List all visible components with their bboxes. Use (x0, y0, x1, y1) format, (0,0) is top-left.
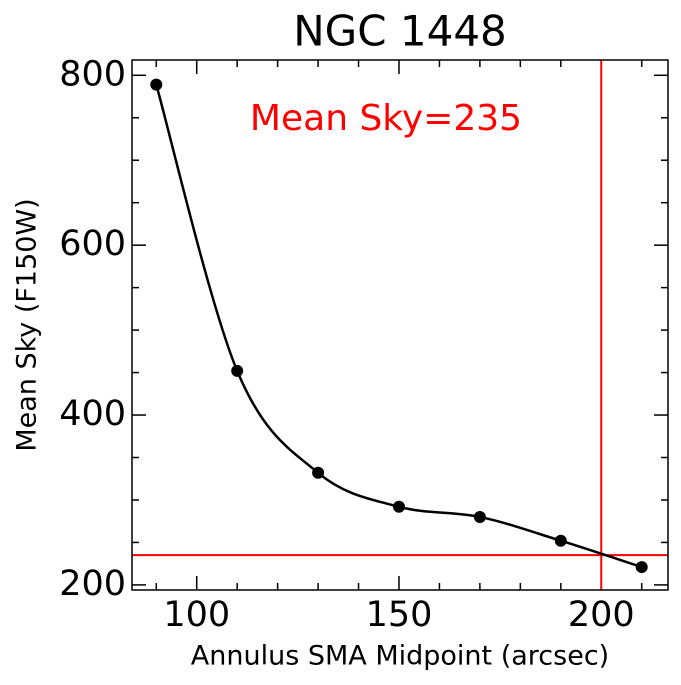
plot-frame (131, 59, 669, 591)
y-tick-label: 200 (59, 564, 126, 604)
x-axis-label: Annulus SMA Midpoint (arcsec) (191, 641, 609, 672)
marker (635, 561, 648, 574)
y-tick-label: 400 (59, 394, 126, 434)
line (155, 84, 643, 569)
marker (392, 500, 405, 513)
marker (554, 534, 567, 547)
marker (473, 510, 486, 523)
x-tick-label: 200 (568, 595, 635, 635)
y-axis-label: Mean Sky (F150W) (12, 198, 43, 451)
marker (312, 466, 325, 479)
y-tick-label: 600 (59, 224, 126, 264)
marker (150, 78, 163, 91)
x-tick-label: 150 (366, 595, 433, 635)
y-tick-label: 800 (59, 54, 126, 94)
annotation: Mean Sky=235 (250, 98, 522, 139)
marker (231, 364, 244, 377)
x-tick-label: 100 (163, 595, 230, 635)
chart-title: NGC 1448 (293, 7, 507, 56)
